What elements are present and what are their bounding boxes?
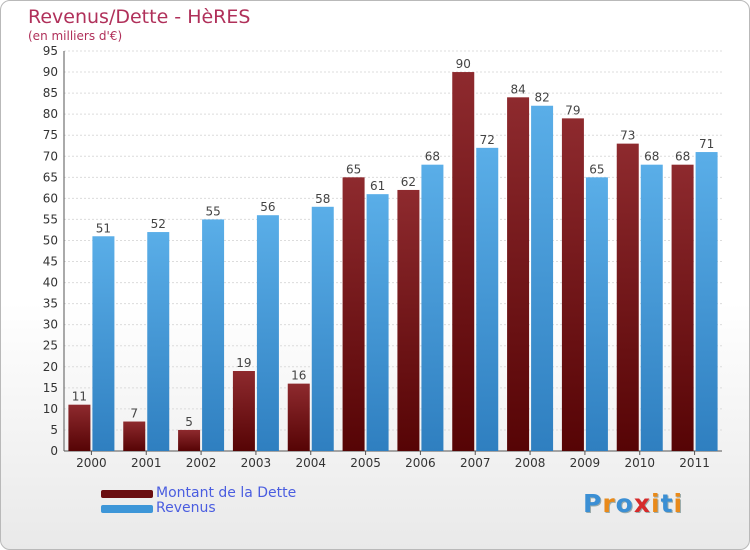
data-label: 7 (130, 407, 138, 421)
bar-dette (178, 429, 201, 451)
y-tick-label: 60 (43, 191, 58, 205)
bar-revenus (311, 206, 334, 451)
y-tick-label: 15 (43, 381, 58, 395)
bar-dette (287, 383, 310, 451)
data-label: 68 (644, 150, 659, 164)
data-label: 73 (620, 129, 635, 143)
data-label: 90 (456, 57, 471, 71)
gridlines (64, 50, 722, 452)
bar-revenus (256, 215, 279, 451)
bar-dette (397, 189, 420, 451)
bars (68, 72, 718, 452)
data-label: 72 (480, 133, 495, 147)
y-tick-label: 80 (43, 107, 58, 121)
bar-revenus (366, 194, 389, 451)
x-tick-label: 2005 (350, 456, 381, 470)
bar-revenus (202, 219, 225, 451)
y-tick-label: 20 (43, 360, 58, 374)
x-tick-label: 2006 (405, 456, 436, 470)
x-tick-label: 2007 (460, 456, 491, 470)
x-tick-label: 2002 (186, 456, 217, 470)
x-tick-label: 2001 (131, 456, 162, 470)
data-label: 16 (291, 369, 306, 383)
data-label: 79 (565, 103, 580, 117)
bar-dette (68, 404, 91, 451)
y-tick-label: 40 (43, 276, 58, 290)
y-tick-label: 85 (43, 86, 58, 100)
bar-revenus (531, 105, 554, 451)
y-tick-label: 10 (43, 402, 58, 416)
data-label: 62 (401, 175, 416, 189)
bar-dette (507, 97, 530, 451)
bar-dette (671, 164, 694, 451)
data-label: 58 (315, 192, 330, 206)
bar-revenus (640, 164, 663, 451)
y-tick-label: 25 (43, 339, 58, 353)
y-tick-label: 95 (43, 44, 58, 58)
x-tick-label: 2011 (679, 456, 710, 470)
bar-dette (342, 177, 365, 451)
data-label: 82 (534, 91, 549, 105)
bar-revenus (147, 232, 170, 451)
bar-revenus (421, 164, 444, 451)
y-tick-label: 5 (50, 423, 58, 437)
bar-dette (452, 72, 475, 451)
x-tick-label: 2003 (241, 456, 272, 470)
y-tick-label: 65 (43, 170, 58, 184)
data-label: 51 (96, 221, 111, 235)
legend-swatch-revenus (101, 505, 153, 513)
chart-title: Revenus/Dette - HèRES (28, 6, 251, 28)
bar-revenus (476, 147, 499, 451)
data-label: 68 (425, 150, 440, 164)
bar-dette (561, 118, 584, 452)
data-label: 84 (510, 82, 525, 96)
y-tick-label: 0 (50, 444, 58, 458)
y-tick-label: 75 (43, 128, 58, 142)
y-tick-label: 45 (43, 255, 58, 269)
bar-dette (616, 143, 639, 451)
bar-dette (123, 421, 146, 451)
y-tick-label: 55 (43, 212, 58, 226)
data-label: 55 (205, 204, 220, 218)
data-label: 11 (72, 390, 87, 404)
x-tick-label: 2000 (76, 456, 107, 470)
x-tick-label: 2008 (515, 456, 546, 470)
data-label: 65 (589, 162, 604, 176)
y-tick-label: 35 (43, 297, 58, 311)
data-label: 65 (346, 162, 361, 176)
x-tick-label: 2010 (624, 456, 655, 470)
legend-swatch-dette (101, 490, 153, 498)
legend-label-revenus: Revenus (156, 500, 216, 516)
data-label: 19 (236, 356, 251, 370)
legend-label-dette: Montant de la Dette (156, 485, 297, 501)
chart-subtitle: (en milliers d'€) (28, 29, 123, 43)
y-tick-label: 90 (43, 65, 58, 79)
data-label: 5 (185, 415, 193, 429)
bar-dette (232, 371, 255, 451)
proxiti-logo: Proxiti (583, 489, 684, 518)
data-label: 56 (260, 200, 275, 214)
axes: 0510152025303540455055606570758085909520… (43, 44, 722, 470)
bar-revenus (585, 177, 608, 451)
y-tick-label: 70 (43, 149, 58, 163)
data-label: 52 (151, 217, 166, 231)
y-tick-label: 30 (43, 318, 58, 332)
bar-revenus (695, 152, 718, 452)
y-tick-label: 50 (43, 233, 58, 247)
x-tick-label: 2009 (570, 456, 601, 470)
x-tick-label: 2004 (295, 456, 326, 470)
bar-revenus (92, 236, 115, 451)
data-label: 71 (699, 137, 714, 151)
data-label: 61 (370, 179, 385, 193)
data-label: 68 (675, 150, 690, 164)
